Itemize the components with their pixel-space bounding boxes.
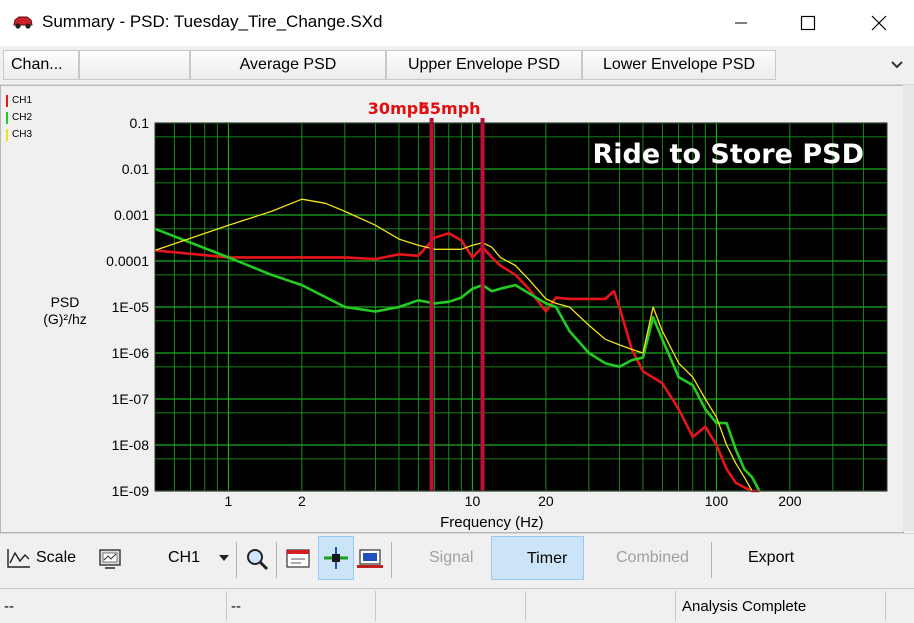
- series-line-ch3: [154, 198, 753, 492]
- x-tick-label: 1: [225, 493, 233, 509]
- status-cell-2: --: [231, 598, 241, 615]
- status-divider: [375, 591, 376, 621]
- minimize-icon: [735, 22, 747, 24]
- y-tick-label: 0.1: [130, 115, 150, 131]
- legend-item-ch2[interactable]: CH2: [6, 109, 32, 126]
- y-axis-label-line2: (G)²/hz: [43, 311, 87, 327]
- close-button[interactable]: [856, 0, 902, 46]
- status-cell-1: --: [4, 598, 14, 615]
- scale-label: Scale: [36, 549, 77, 566]
- y-axis-label: PSD (G)²/hz: [20, 294, 110, 328]
- y-tick-label: 0.001: [114, 207, 149, 223]
- crosshair-cursor-icon: [324, 547, 348, 569]
- zoom-button[interactable]: [243, 545, 271, 573]
- scale-chart-icon: [7, 549, 30, 568]
- laptop-icon: [357, 549, 383, 568]
- tab-lower-envelope-psd[interactable]: Lower Envelope PSD: [582, 50, 776, 80]
- vertical-scrollbar[interactable]: [903, 85, 914, 531]
- toolbar-divider: [711, 542, 712, 578]
- y-tick-label: 1E-09: [112, 483, 150, 499]
- tab-channel[interactable]: Chan...: [3, 50, 79, 80]
- toolbar-divider: [236, 542, 237, 578]
- status-analysis: Analysis Complete: [682, 598, 807, 615]
- y-tick-label: 1E-07: [112, 391, 150, 407]
- tab-bar: Chan... Average PSD Upper Envelope PSD L…: [0, 47, 914, 85]
- x-tick-label: 20: [538, 493, 554, 509]
- legend-item-ch3[interactable]: CH3: [6, 126, 32, 143]
- signal-button[interactable]: Signal: [429, 549, 474, 566]
- y-tick-label: 1E-08: [112, 437, 150, 453]
- scale-button[interactable]: Scale: [6, 547, 76, 569]
- magnifier-icon: [247, 549, 269, 571]
- tab-average-psd[interactable]: Average PSD: [190, 50, 386, 80]
- y-tick-label: 1E-06: [112, 345, 150, 361]
- status-divider: [525, 591, 526, 621]
- maximize-icon: [800, 15, 816, 31]
- status-divider: [885, 591, 886, 621]
- legend-label: CH1: [12, 95, 33, 106]
- y-tick-label: 1E-05: [112, 299, 150, 315]
- tab-blank[interactable]: [79, 50, 190, 80]
- caret-down-icon: [219, 555, 230, 561]
- x-tick-label: 100: [705, 493, 729, 509]
- cursor-mode-button[interactable]: [318, 536, 354, 580]
- x-axis-label: Frequency (Hz): [440, 514, 543, 531]
- legend-item-ch1[interactable]: CH1: [6, 92, 32, 109]
- series-line-ch2: [154, 227, 761, 492]
- toolbar-divider: [276, 542, 277, 578]
- tab-overflow-dropdown[interactable]: [884, 50, 910, 80]
- maximize-button[interactable]: [785, 0, 831, 46]
- tab-upper-envelope-psd[interactable]: Upper Envelope PSD: [386, 50, 582, 80]
- window-title: Summary - PSD: Tuesday_Tire_Change.SXd: [42, 12, 383, 31]
- legend-label: CH2: [12, 112, 33, 123]
- x-tick-label: 10: [465, 493, 481, 509]
- y-axis-label-line1: PSD: [50, 294, 80, 310]
- plot-border: [154, 122, 888, 492]
- timer-button[interactable]: [491, 536, 584, 580]
- combined-button[interactable]: Combined: [616, 549, 689, 566]
- legend-label: CH3: [12, 129, 33, 140]
- x-tick-label: 200: [778, 493, 802, 509]
- monitor-icon: [99, 549, 121, 569]
- marker-label-30mph: 30mph: [368, 99, 430, 118]
- status-divider: [226, 591, 227, 621]
- marker-label-55mph: 55mph: [419, 99, 481, 118]
- y-tick-label: 0.0001: [106, 253, 149, 269]
- legend-swatch-ch1: [6, 94, 8, 107]
- monitor-button[interactable]: [96, 545, 124, 573]
- window-red-icon: [286, 549, 310, 568]
- export-button[interactable]: Export: [748, 549, 795, 566]
- legend-swatch-ch3: [6, 128, 8, 141]
- chevron-down-icon: [891, 61, 903, 69]
- legend-swatch-ch2: [6, 111, 8, 124]
- toolbar-divider: [391, 542, 392, 578]
- y-tick-label: 0.01: [122, 161, 149, 177]
- timer-label: Timer: [527, 550, 568, 567]
- close-icon: [871, 15, 887, 31]
- chart-legend: CH1 CH2 CH3: [6, 92, 32, 143]
- status-divider: [675, 591, 676, 621]
- bottom-toolbar: Scale CH1: [0, 533, 914, 586]
- window-view-button[interactable]: [284, 545, 312, 573]
- title-bar: Summary - PSD: Tuesday_Tire_Change.SXd: [0, 0, 914, 46]
- export-view-button[interactable]: [356, 545, 384, 573]
- status-bar: -- -- Analysis Complete: [0, 588, 914, 623]
- app-car-icon: [13, 16, 33, 29]
- x-tick-label: 2: [298, 493, 306, 509]
- chart-title: Ride to Store PSD: [592, 139, 864, 170]
- minimize-button[interactable]: [718, 0, 764, 46]
- channel-select-value: CH1: [168, 549, 201, 566]
- channel-select[interactable]: CH1: [168, 549, 230, 567]
